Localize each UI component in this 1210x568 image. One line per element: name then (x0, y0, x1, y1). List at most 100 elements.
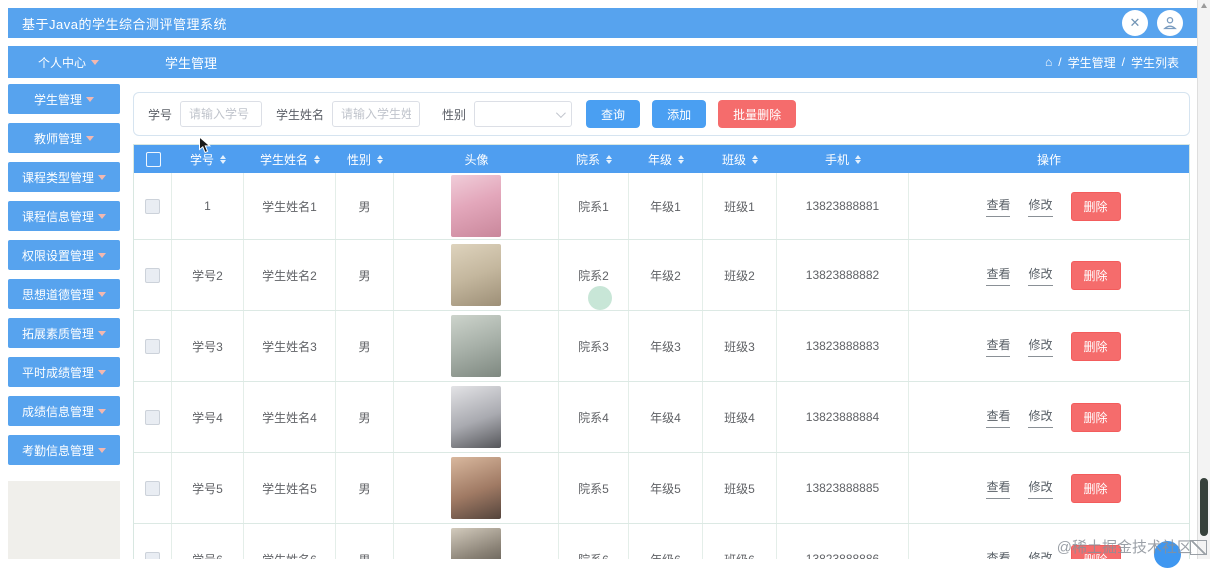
view-link[interactable]: 查看 (986, 549, 1010, 560)
cell-class: 班级1 (703, 173, 777, 239)
sidebar-item-attendance-management[interactable]: 考勤信息管理 (8, 435, 120, 465)
sidebar-item-score-info-management[interactable]: 成绩信息管理 (8, 396, 120, 426)
edit-link[interactable]: 修改 (1028, 478, 1053, 499)
breadcrumb-item-student-list[interactable]: 学生列表 (1130, 55, 1179, 70)
sidebar-item-teacher-management[interactable]: 教师管理 (8, 123, 120, 153)
home-icon[interactable]: ⌂ (1045, 55, 1053, 69)
view-link[interactable]: 查看 (986, 196, 1011, 217)
cell-college: 院系4 (559, 382, 629, 452)
breadcrumb-item-student-management[interactable]: 学生管理 (1067, 55, 1116, 70)
titlebar-icons: ✕ (1122, 10, 1183, 36)
add-button[interactable]: 添加 (652, 100, 707, 128)
view-link[interactable]: 查看 (986, 407, 1011, 428)
cell-class: 班级4 (703, 382, 777, 452)
student-name-label: 学生姓名 (276, 107, 325, 122)
avatar (451, 386, 501, 448)
edit-link[interactable]: 修改 (1028, 265, 1053, 286)
column-header-grade[interactable]: 年级 (629, 145, 703, 173)
column-header-class[interactable]: 班级 (703, 145, 777, 173)
student-id-input[interactable] (180, 101, 263, 127)
close-button[interactable]: ✕ (1122, 10, 1148, 36)
sidebar-item-daily-score-management[interactable]: 平时成绩管理 (8, 357, 120, 387)
chevron-down-icon (98, 330, 106, 336)
delete-button[interactable]: 删除 (1070, 473, 1121, 503)
user-icon (1163, 16, 1177, 30)
edit-link[interactable]: 修改 (1028, 407, 1053, 428)
chevron-down-icon (86, 135, 94, 141)
cell-college: 院系1 (559, 173, 629, 239)
edit-link[interactable]: 修改 (1028, 549, 1052, 560)
personal-center-label: 个人中心 (38, 55, 87, 70)
cell-phone: 13823888886 (777, 524, 909, 559)
row-checkbox[interactable] (145, 198, 160, 214)
watermark: @稀土掘金技术社区 (1056, 539, 1192, 556)
row-checkbox[interactable] (145, 480, 160, 496)
scrollbar-thumb[interactable] (1200, 478, 1208, 536)
sidebar-item-course-info-management[interactable]: 课程信息管理 (8, 201, 120, 231)
sidebar-item-course-type-management[interactable]: 课程类型管理 (8, 162, 120, 192)
select-all-checkbox[interactable] (145, 151, 161, 167)
table-row: 学号6 学生姓名6 男 院系6 年级6 班级6 13823888886 查看 修… (134, 524, 1189, 559)
cell-class: 班级5 (703, 453, 777, 523)
cell-college: 院系5 (559, 453, 629, 523)
chevron-down-icon (98, 408, 106, 414)
chevron-down-icon (556, 107, 566, 118)
delete-button[interactable]: 删除 (1070, 544, 1121, 559)
avatar (451, 175, 501, 237)
vertical-scrollbar[interactable] (1197, 0, 1210, 559)
delete-button[interactable]: 删除 (1070, 402, 1121, 432)
table-row: 学号4 学生姓名4 男 院系4 年级4 班级4 13823888884 查看 修… (134, 382, 1189, 453)
column-header-student-id[interactable]: 学号 (172, 145, 244, 173)
chevron-down-icon (98, 447, 106, 453)
delete-button[interactable]: 删除 (1070, 260, 1121, 290)
cell-gender: 男 (336, 240, 394, 310)
cell-grade: 年级2 (629, 240, 703, 310)
cell-gender: 男 (336, 173, 394, 239)
cell-phone: 13823888884 (777, 382, 909, 452)
edit-link[interactable]: 修改 (1028, 336, 1053, 357)
cell-student-id: 学号3 (172, 311, 244, 381)
view-link[interactable]: 查看 (986, 336, 1011, 357)
column-header-college[interactable]: 院系 (559, 145, 629, 173)
edit-link[interactable]: 修改 (1028, 196, 1053, 217)
personal-center-menu[interactable]: 个人中心 (38, 54, 100, 71)
search-panel: 学号 学生姓名 性别 查询 添加 批量删除 (133, 92, 1190, 136)
student-name-input[interactable] (332, 101, 421, 127)
sidebar-item-student-management[interactable]: 学生管理 (8, 84, 120, 114)
breadcrumb-separator: / (1121, 55, 1125, 69)
column-header-avatar: 头像 (464, 152, 489, 167)
row-checkbox[interactable] (145, 551, 160, 559)
table-header: 学号 学生姓名 性别 头像 院系 年级 班级 手机 操作 (134, 145, 1189, 173)
delete-button[interactable]: 删除 (1070, 331, 1121, 361)
sidebar-item-permission-management[interactable]: 权限设置管理 (8, 240, 120, 270)
page-title: 学生管理 (165, 55, 218, 71)
row-checkbox[interactable] (145, 409, 160, 425)
column-header-gender[interactable]: 性别 (336, 145, 394, 173)
cell-grade: 年级6 (629, 524, 703, 559)
chevron-down-icon (98, 174, 106, 180)
avatar (451, 244, 501, 306)
query-button[interactable]: 查询 (586, 100, 641, 128)
view-link[interactable]: 查看 (986, 478, 1011, 499)
delete-button[interactable]: 删除 (1070, 191, 1121, 221)
column-header-phone[interactable]: 手机 (777, 145, 909, 173)
scroll-up-arrow-icon[interactable] (1201, 3, 1207, 8)
cell-gender: 男 (336, 382, 394, 452)
batch-delete-button[interactable]: 批量删除 (718, 100, 797, 128)
cell-class: 班级2 (703, 240, 777, 310)
breadcrumb: ⌂ / 学生管理 / 学生列表 (1045, 54, 1179, 71)
view-link[interactable]: 查看 (986, 265, 1011, 286)
row-checkbox[interactable] (145, 267, 160, 283)
table-row: 学号2 学生姓名2 男 院系2 年级2 班级2 13823888882 查看 修… (134, 240, 1189, 311)
cell-class: 班级3 (703, 311, 777, 381)
user-button[interactable] (1157, 10, 1183, 36)
cell-name: 学生姓名5 (244, 453, 336, 523)
sidebar-item-quality-management[interactable]: 拓展素质管理 (8, 318, 120, 348)
broken-image-icon (1190, 540, 1207, 555)
cell-class: 班级6 (703, 524, 777, 559)
sidebar-item-moral-management[interactable]: 思想道德管理 (8, 279, 120, 309)
sort-icon (752, 154, 758, 164)
row-checkbox[interactable] (145, 338, 160, 354)
column-header-name[interactable]: 学生姓名 (244, 145, 336, 173)
gender-select[interactable] (474, 101, 573, 127)
